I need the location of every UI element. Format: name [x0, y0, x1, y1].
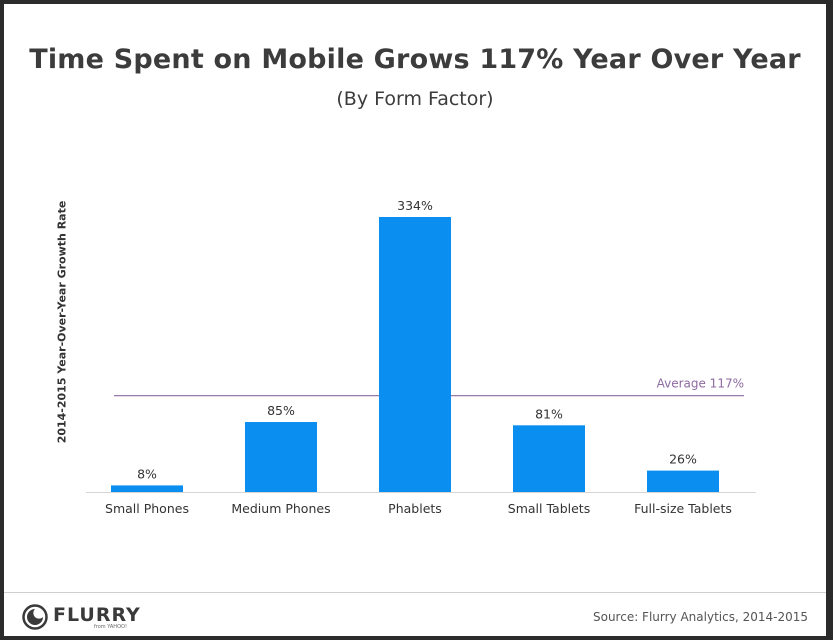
- category-label: Small Phones: [105, 501, 189, 516]
- bar-chart: Average 117% 8% Small Phones 85% Medium Phon…: [86, 198, 756, 516]
- footer-divider: [4, 592, 826, 593]
- data-label: 85%: [267, 403, 295, 418]
- bar: [111, 485, 183, 492]
- category-label: Full-size Tablets: [634, 501, 732, 516]
- data-label: 8%: [137, 466, 157, 481]
- bar: [647, 470, 719, 492]
- category-label: Phablets: [388, 501, 442, 516]
- data-label: 26%: [669, 452, 697, 467]
- chart-title: Time Spent on Mobile Grows 117% Year Ove…: [29, 44, 801, 75]
- data-label: 334%: [397, 198, 433, 213]
- source-note: Source: Flurry Analytics, 2014-2015: [592, 610, 808, 624]
- flurry-logo-icon: [22, 604, 48, 630]
- bar: [379, 217, 451, 492]
- chart-subtitle: (By Form Factor): [336, 88, 494, 110]
- average-label: Average 117%: [657, 377, 744, 391]
- data-label: 81%: [535, 406, 563, 421]
- logo-text: FLURRY: [53, 604, 141, 626]
- category-label: Small Tablets: [508, 501, 590, 516]
- category-label: Medium Phones: [231, 501, 330, 516]
- bar: [245, 422, 317, 492]
- chart-frame: Time Spent on Mobile Grows 117% Year Ove…: [4, 4, 826, 636]
- logo-subtext: from YAHOO!: [94, 624, 127, 630]
- bar: [513, 425, 585, 492]
- flurry-logo: FLURRY from YAHOO!: [22, 602, 141, 632]
